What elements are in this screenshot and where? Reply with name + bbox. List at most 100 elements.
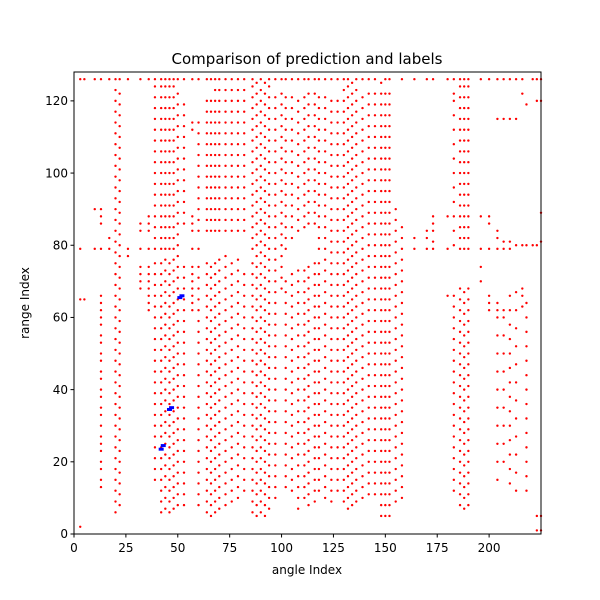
label-point xyxy=(323,215,327,218)
label-point xyxy=(197,132,200,135)
label-point xyxy=(388,168,391,171)
label-point xyxy=(290,446,294,449)
label-point xyxy=(313,135,316,139)
label-point xyxy=(164,215,167,218)
label-point xyxy=(267,388,271,391)
label-point xyxy=(263,503,267,507)
label-point xyxy=(153,424,157,427)
label-point xyxy=(168,283,171,287)
label-point xyxy=(373,395,377,399)
label-point xyxy=(284,366,287,370)
label-point xyxy=(336,370,339,373)
label-point xyxy=(172,431,175,435)
label-point xyxy=(336,424,339,427)
label-point xyxy=(191,280,194,283)
label-point xyxy=(153,381,157,384)
label-point xyxy=(236,78,240,81)
label-point xyxy=(388,298,391,301)
label-point xyxy=(313,78,316,81)
label-point xyxy=(521,305,524,308)
label-point xyxy=(176,244,179,247)
label-point xyxy=(400,453,404,456)
label-point xyxy=(379,395,383,399)
label-point xyxy=(355,500,358,503)
label-point xyxy=(379,103,383,106)
label-point xyxy=(209,417,213,420)
label-point xyxy=(259,489,262,492)
label-point xyxy=(176,471,179,474)
label-point xyxy=(172,442,175,445)
label-point xyxy=(176,157,179,160)
label-point xyxy=(280,168,283,171)
label-point xyxy=(521,294,524,297)
label-point xyxy=(361,139,364,142)
label-point xyxy=(284,290,287,294)
label-point xyxy=(274,193,277,196)
label-point xyxy=(463,345,466,348)
label-point xyxy=(230,164,233,168)
label-point xyxy=(218,121,221,124)
label-point xyxy=(323,334,327,337)
label-point xyxy=(313,327,316,330)
label-point xyxy=(303,161,306,164)
label-point xyxy=(263,81,267,85)
label-point xyxy=(147,78,150,81)
label-point xyxy=(394,370,397,373)
label-point xyxy=(317,413,321,417)
label-point xyxy=(114,240,117,243)
label-point xyxy=(191,272,194,276)
label-point xyxy=(388,493,391,496)
label-point xyxy=(243,294,246,297)
label-point xyxy=(346,366,350,370)
label-point xyxy=(367,428,370,431)
label-point xyxy=(307,309,310,312)
label-point xyxy=(263,395,267,399)
label-point xyxy=(230,207,233,211)
label-point xyxy=(384,157,387,160)
label-point xyxy=(313,446,316,449)
label-point xyxy=(350,406,354,409)
label-point xyxy=(255,287,258,290)
label-point xyxy=(230,392,233,395)
label-point xyxy=(182,471,186,474)
label-point xyxy=(303,442,306,445)
label-point xyxy=(255,417,258,420)
label-point xyxy=(355,99,358,103)
label-point xyxy=(346,334,350,337)
label-point xyxy=(197,417,200,420)
label-point xyxy=(367,146,370,149)
label-point xyxy=(317,381,321,384)
label-point xyxy=(330,175,333,178)
label-point xyxy=(307,168,310,171)
label-point xyxy=(243,467,246,471)
label-point xyxy=(346,226,350,229)
label-point xyxy=(172,507,175,510)
label-point xyxy=(342,305,346,308)
label-point xyxy=(463,117,466,121)
label-point xyxy=(346,399,350,402)
label-point xyxy=(330,240,333,243)
label-point xyxy=(384,514,387,518)
label-point xyxy=(209,438,213,442)
label-point xyxy=(213,272,217,276)
label-point xyxy=(263,417,267,420)
label-point xyxy=(197,142,200,146)
label-point xyxy=(172,106,175,110)
label-point xyxy=(284,410,287,413)
label-point xyxy=(236,366,240,370)
label-point xyxy=(153,359,157,362)
label-point xyxy=(330,142,333,146)
label-point xyxy=(259,305,262,308)
label-point xyxy=(346,345,350,348)
label-point xyxy=(342,88,346,92)
label-point xyxy=(114,359,117,362)
label-point xyxy=(535,529,539,532)
y-tick-label: 60 xyxy=(53,311,68,325)
label-point xyxy=(153,392,157,395)
label-point xyxy=(496,388,499,391)
label-point xyxy=(274,399,277,402)
label-point xyxy=(330,381,333,384)
label-point xyxy=(176,352,179,355)
label-point xyxy=(317,139,321,142)
